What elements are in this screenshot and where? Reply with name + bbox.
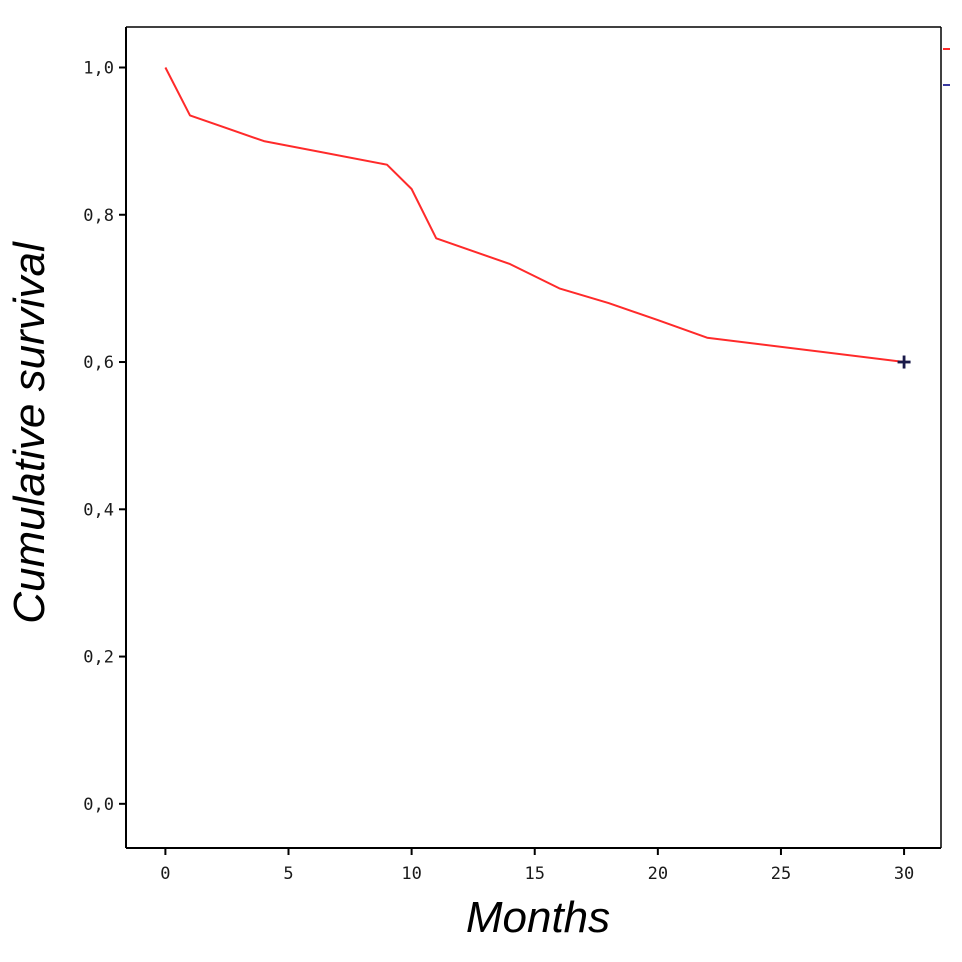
data-point xyxy=(263,140,265,142)
y-tick-label: 0,6 xyxy=(83,353,114,373)
y-tick-label: 0,8 xyxy=(83,206,114,226)
x-axis: 0 5 10 15 20 25 30 xyxy=(160,848,914,884)
legend-fragments xyxy=(943,48,950,86)
x-tick-label: 5 xyxy=(283,864,293,884)
y-tick-label: 0,4 xyxy=(83,500,114,520)
censor-marker xyxy=(897,355,911,369)
plot-frame xyxy=(125,26,942,849)
x-tick-label: 15 xyxy=(524,864,544,884)
survival-line xyxy=(164,67,905,363)
y-tick-label: 0,0 xyxy=(83,795,114,815)
y-axis: 0,0 0,2 0,4 0,6 0,8 1,0 xyxy=(83,58,126,815)
y-tick-label: 0,2 xyxy=(83,648,114,668)
x-tick-label: 0 xyxy=(160,864,170,884)
x-axis-title: Months xyxy=(466,893,610,942)
x-tick-label: 10 xyxy=(401,864,421,884)
data-point xyxy=(435,237,437,239)
censor-markers xyxy=(897,355,911,369)
data-point xyxy=(706,337,708,339)
data-point xyxy=(657,319,659,321)
data-point xyxy=(189,114,191,116)
data-point xyxy=(164,66,166,68)
x-tick-label: 25 xyxy=(771,864,791,884)
data-point xyxy=(558,287,560,289)
data-point xyxy=(386,163,388,165)
x-tick-label: 30 xyxy=(894,864,914,884)
data-point xyxy=(607,302,609,304)
data-point xyxy=(509,263,511,265)
series-layer xyxy=(164,66,905,363)
y-tick-label: 1,0 xyxy=(83,58,114,78)
data-point xyxy=(410,188,412,190)
y-axis-title: Cumulative survival xyxy=(5,241,54,624)
x-tick-label: 20 xyxy=(648,864,668,884)
